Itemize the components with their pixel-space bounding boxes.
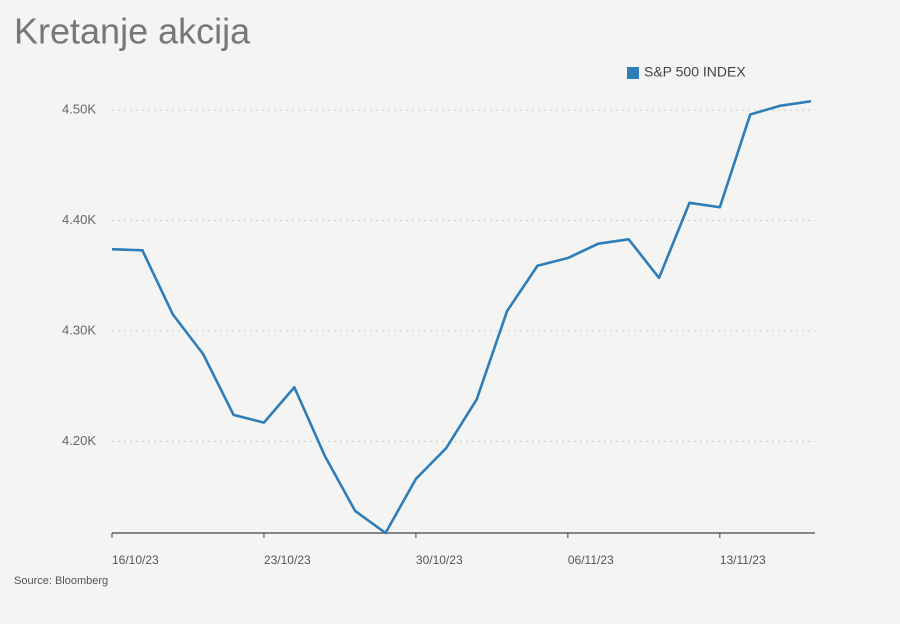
x-tick-label: 13/11/23 bbox=[720, 553, 766, 567]
legend-swatch bbox=[627, 67, 639, 79]
y-tick-label: 4.50K bbox=[62, 102, 96, 117]
chart-title: Kretanje akcija bbox=[14, 11, 251, 52]
source-note: Source: Bloomberg bbox=[14, 575, 108, 587]
y-tick-label: 4.20K bbox=[62, 433, 96, 448]
legend-label: S&P 500 INDEX bbox=[644, 64, 746, 80]
y-tick-label: 4.40K bbox=[62, 212, 96, 227]
y-tick-label: 4.30K bbox=[62, 322, 96, 337]
x-tick-label: 30/10/23 bbox=[416, 553, 463, 567]
x-tick-label: 16/10/23 bbox=[112, 553, 159, 567]
data-line bbox=[111, 99, 812, 535]
x-tick-label: 23/10/23 bbox=[264, 553, 311, 567]
x-tick-label: 06/11/23 bbox=[568, 553, 614, 567]
